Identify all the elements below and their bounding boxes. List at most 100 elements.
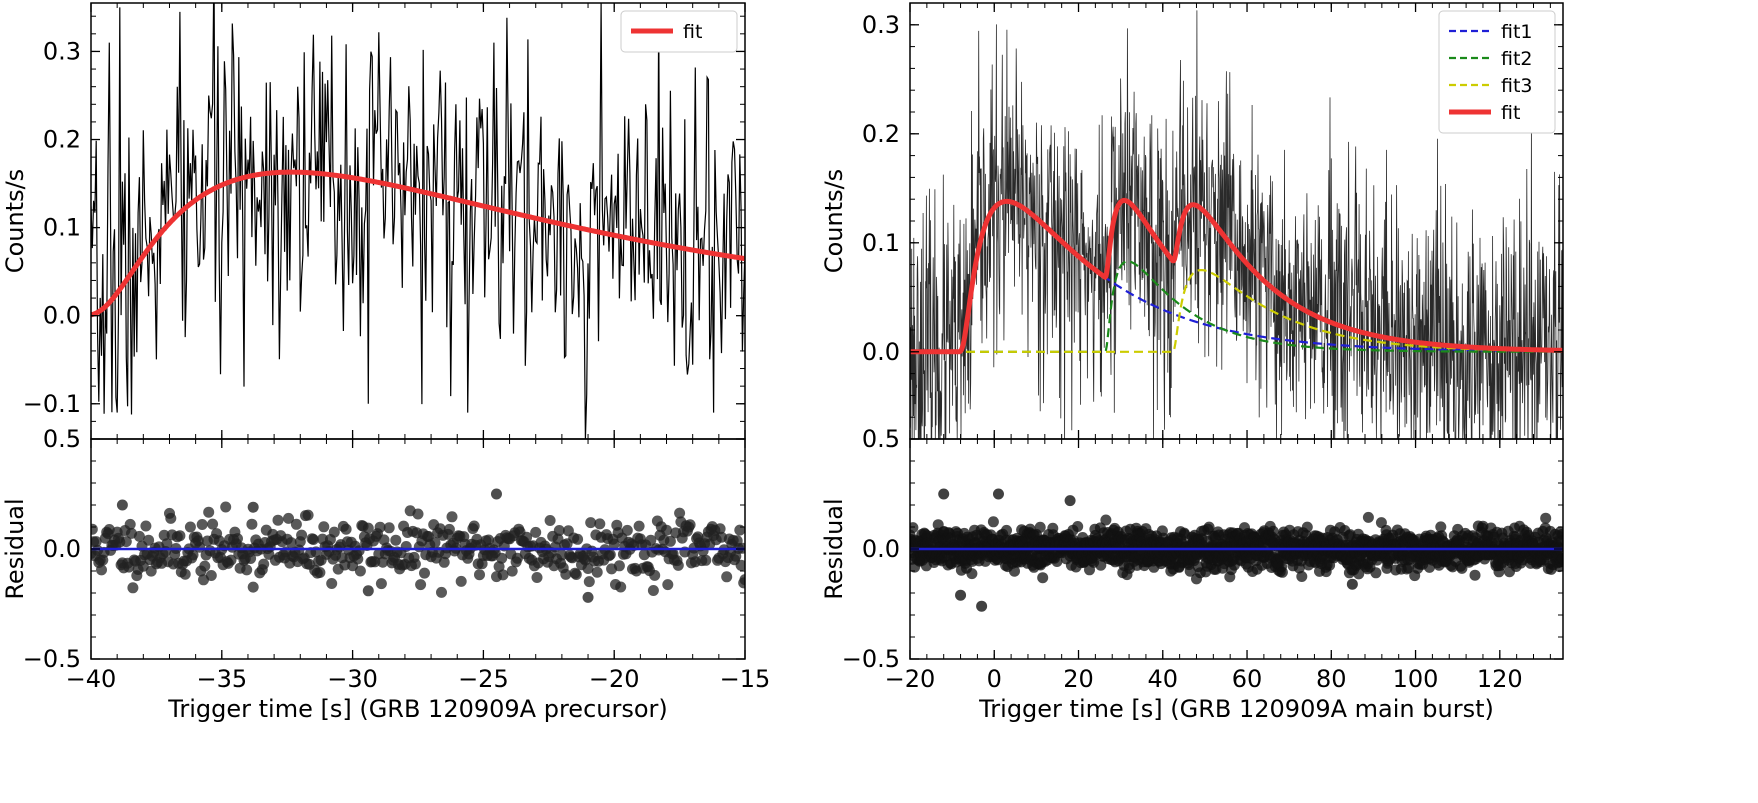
x-axis-label: Trigger time [s] (GRB 120909A precursor) (167, 695, 668, 723)
residual-point (383, 522, 395, 534)
legend-left-top: fit (620, 10, 738, 53)
x-tick-label: −25 (458, 665, 509, 693)
residual-point (1001, 524, 1012, 536)
residual-point (560, 568, 572, 580)
residual-point (354, 565, 366, 577)
x-tick-label: −35 (196, 665, 247, 693)
residual-point (328, 526, 340, 538)
legend-box (620, 10, 738, 53)
residual-point (1362, 511, 1374, 523)
residual-point (245, 553, 257, 564)
axes-frame (909, 438, 1564, 660)
y-tick-label: 0.0 (43, 535, 81, 563)
x-tick-label: −20 (589, 665, 640, 693)
residual-point (483, 534, 495, 546)
residual-point (591, 566, 603, 578)
axis-ticks-left-top: −0.1 0.0 0.1 0.2 0.3 (23, 3, 746, 440)
y-axis-label: Counts/s (1, 169, 29, 273)
residual-point (664, 535, 676, 547)
residual-point (296, 529, 308, 541)
y-tick-label: 0.2 (862, 120, 900, 148)
residual-point (158, 529, 170, 541)
legend-label: fit1 (1501, 21, 1533, 43)
residual-point (184, 521, 196, 533)
axes-frame (90, 438, 746, 660)
residual-point (143, 534, 155, 546)
residual-point (161, 538, 173, 550)
y-tick-label: 0.2 (43, 126, 81, 154)
residual-point (220, 501, 232, 513)
residual-point (374, 521, 386, 533)
y-tick-label: 0.0 (43, 302, 81, 330)
residual-point (739, 574, 745, 586)
residual-point (544, 515, 556, 526)
y-tick-label: 0.3 (862, 11, 900, 39)
residual-point (556, 549, 568, 561)
legend-label: fit (1501, 102, 1520, 124)
residual-point (272, 514, 284, 526)
series-fit2 (910, 260, 1563, 353)
residual-point (490, 488, 502, 500)
residual-point (615, 581, 627, 593)
residual-point (585, 517, 597, 529)
y-tick-label: 0.5 (862, 425, 900, 453)
residual-point (521, 531, 533, 543)
residual-point (140, 520, 152, 532)
residual-point (1346, 578, 1358, 590)
y-tick-label: 0.0 (862, 535, 900, 563)
residual-point (1276, 566, 1288, 578)
x-tick-label: −30 (327, 665, 378, 693)
plot-area-right-top (910, 10, 1563, 439)
residual-point (400, 541, 412, 552)
residual-point (247, 501, 259, 513)
residual-point (583, 576, 595, 588)
residual-point (446, 511, 458, 523)
axis-ticks-left-bottom: −0.5 0.0 0.5 −40 −35 −30 −25 −20 −15 (23, 425, 771, 693)
residual-point (1267, 525, 1279, 537)
residual-point (570, 569, 582, 580)
residual-point (1009, 565, 1020, 577)
residual-point (326, 578, 338, 589)
residual-point (352, 553, 364, 565)
residual-point (375, 578, 387, 590)
residual-point (196, 519, 208, 530)
residual-point (179, 568, 191, 580)
plot-area-left-top (91, 3, 745, 439)
residual-point (582, 591, 594, 603)
residual-point (910, 522, 919, 534)
residual-point (1353, 568, 1365, 580)
residual-point (633, 520, 645, 532)
residual-point (174, 530, 186, 542)
residual-point (340, 523, 352, 535)
series-fit (91, 169, 745, 318)
residual-point (1456, 562, 1468, 574)
residual-point (645, 534, 657, 546)
legend-label: fit2 (1501, 48, 1533, 70)
series-fit (910, 197, 1563, 355)
residual-point (700, 554, 712, 566)
residual-point (734, 524, 745, 536)
residual-point (1095, 559, 1107, 571)
residual-point (96, 564, 107, 576)
residual-point (225, 554, 237, 566)
residual-point (436, 586, 447, 598)
residual-point (258, 558, 270, 570)
residual-point (594, 518, 606, 530)
residual-point (314, 567, 326, 578)
residual-point (377, 556, 389, 568)
residual-point (241, 564, 253, 576)
residual-point (608, 538, 620, 550)
light-curve (91, 3, 745, 439)
x-tick-label: 40 (1148, 665, 1179, 693)
x-tick-label: 120 (1477, 665, 1523, 693)
residual-point (613, 560, 625, 572)
residual-point (474, 569, 485, 581)
residual-point (506, 565, 518, 577)
y-tick-label: −0.1 (23, 390, 81, 418)
x-tick-label: 0 (987, 665, 1002, 693)
residual-point (203, 506, 215, 518)
residual-point (120, 536, 132, 548)
residual-point (1203, 521, 1215, 533)
residual-point (91, 523, 98, 535)
